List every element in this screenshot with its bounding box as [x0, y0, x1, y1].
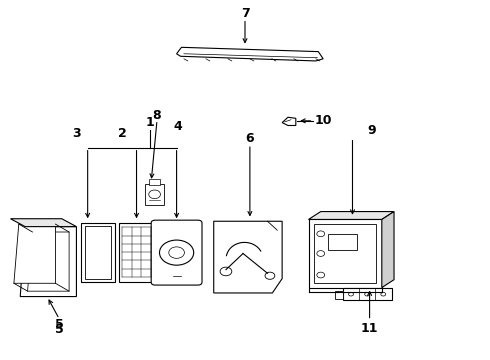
Text: 4: 4 [173, 120, 182, 133]
FancyBboxPatch shape [151, 220, 202, 285]
Text: 9: 9 [368, 124, 376, 137]
Text: 8: 8 [153, 109, 161, 122]
Polygon shape [282, 117, 296, 126]
Bar [315, 224, 376, 283]
Text: 3: 3 [72, 127, 81, 140]
Bar [85, 226, 111, 279]
Polygon shape [309, 212, 394, 220]
Text: 11: 11 [361, 322, 378, 335]
Bar [149, 179, 160, 185]
Text: 2: 2 [119, 127, 127, 140]
Polygon shape [10, 219, 76, 226]
Polygon shape [382, 212, 394, 288]
Polygon shape [27, 232, 69, 291]
Text: 6: 6 [245, 132, 254, 145]
Text: 1: 1 [146, 116, 154, 129]
Text: 7: 7 [241, 7, 249, 20]
Bar [335, 291, 343, 299]
Text: 5: 5 [55, 318, 64, 331]
Bar [328, 234, 357, 250]
Bar [81, 223, 115, 282]
Polygon shape [176, 47, 323, 61]
Bar [309, 220, 382, 288]
Polygon shape [14, 224, 55, 283]
Bar [119, 223, 154, 282]
Bar [146, 184, 164, 205]
Polygon shape [20, 226, 76, 297]
Polygon shape [214, 221, 282, 293]
Text: 5: 5 [55, 323, 64, 336]
Bar [343, 288, 392, 300]
Text: 10: 10 [315, 114, 332, 127]
